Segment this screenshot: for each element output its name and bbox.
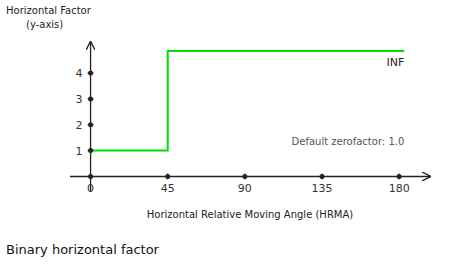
y-tick-label: 2 (76, 119, 83, 132)
x-tick-label: 0 (87, 182, 94, 195)
annotation: Default zerofactor: 1.0 (292, 136, 405, 147)
y-axis-label: Horizontal Factor (6, 5, 92, 16)
x-tick-label: 45 (161, 182, 175, 195)
y-axis-line (90, 42, 91, 192)
y-tick-dot (88, 71, 93, 76)
plot-area (91, 51, 405, 151)
x-tick-dot (397, 174, 402, 179)
x-tick-dot (88, 174, 93, 179)
x-tick-label: 90 (238, 182, 252, 195)
y-axis-label: (y-axis) (26, 19, 63, 30)
x-tick-dot (242, 174, 247, 179)
chart: 0 45 90 135 180 1 2 3 4 INF Default zerofactor: 1.… (0, 0, 461, 272)
y-tick-dot (88, 148, 93, 153)
y-tick-label: 1 (76, 145, 83, 158)
y-tick-label: 4 (76, 67, 83, 80)
x-axis-line (70, 176, 430, 177)
line-series (91, 51, 405, 151)
y-tick-dot (88, 122, 93, 127)
x-tick-dot (165, 174, 170, 179)
x-axis-label: Horizontal Relative Moving Angle (HRMA) (147, 209, 354, 220)
y-tick-label: 3 (76, 93, 83, 106)
annotation: INF (386, 56, 404, 69)
x-tick-label: 135 (312, 182, 333, 195)
x-tick-label: 180 (389, 182, 410, 195)
x-tick-dot (320, 174, 325, 179)
title: Binary horizontal factor (6, 242, 160, 257)
y-tick-dot (88, 96, 93, 101)
